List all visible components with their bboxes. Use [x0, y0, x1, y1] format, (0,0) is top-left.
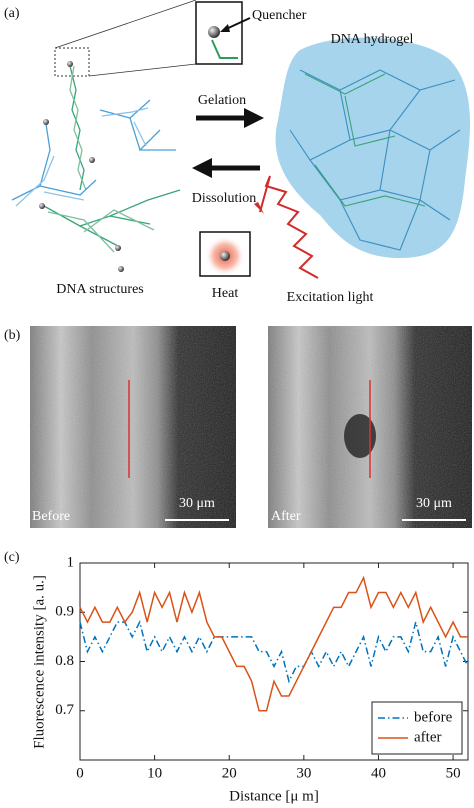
x-tick-label: 50 [446, 765, 461, 781]
excitation-label: Excitation light [287, 290, 374, 305]
x-tick-label: 40 [371, 765, 386, 781]
zoom-line [88, 63, 197, 77]
quencher-ball [208, 26, 220, 38]
excitation-wave [259, 175, 319, 279]
quencher-dots [39, 61, 124, 272]
micrograph [30, 326, 236, 528]
series-line [79, 575, 468, 712]
scale-label: 30 μm [179, 496, 215, 511]
arrowhead [244, 108, 264, 128]
arrowhead [220, 24, 230, 32]
quencher-label: Quencher [252, 8, 307, 23]
strand [211, 39, 238, 59]
arrowhead [254, 202, 264, 214]
micrograph [268, 326, 472, 528]
legend-label: after [414, 729, 441, 745]
hydrogel [275, 37, 471, 258]
y-tick-label: 0.9 [55, 604, 74, 620]
zoom-line [54, 0, 197, 49]
structures-label: DNA structures [56, 282, 144, 297]
panel-label: (c) [4, 550, 20, 565]
dissolution-label: Dissolution [192, 191, 257, 206]
series-line [79, 619, 469, 684]
hydrogel-label: DNA hydrogel [331, 32, 414, 47]
hydrogel-network [289, 69, 461, 251]
y-tick-label: 0.8 [55, 653, 74, 669]
scale-label: 30 μm [416, 496, 452, 511]
x-tick-label: 10 [147, 765, 162, 781]
legend-label: before [414, 709, 453, 725]
heat-label: Heat [212, 286, 239, 301]
x-axis-label: Distance [μ m] [229, 788, 319, 804]
image-caption: Before [32, 509, 70, 524]
dna-structures [11, 65, 181, 253]
arrowhead [192, 158, 212, 178]
gelation-label: Gelation [198, 93, 246, 108]
x-tick-label: 20 [222, 765, 237, 781]
y-tick-label: 0.7 [55, 702, 74, 718]
image-caption: After [271, 509, 301, 524]
zoom-region [54, 47, 90, 77]
y-tick-label: 1 [67, 554, 75, 570]
legend-box [371, 701, 463, 755]
panel-label: (b) [4, 328, 21, 343]
x-tick-label: 30 [296, 765, 311, 781]
y-axis-label: Fluorescence intensity [a. u.] [31, 575, 47, 749]
panel-label: (a) [4, 6, 20, 21]
quencher-ball [220, 251, 230, 261]
x-tick-label: 0 [76, 765, 84, 781]
